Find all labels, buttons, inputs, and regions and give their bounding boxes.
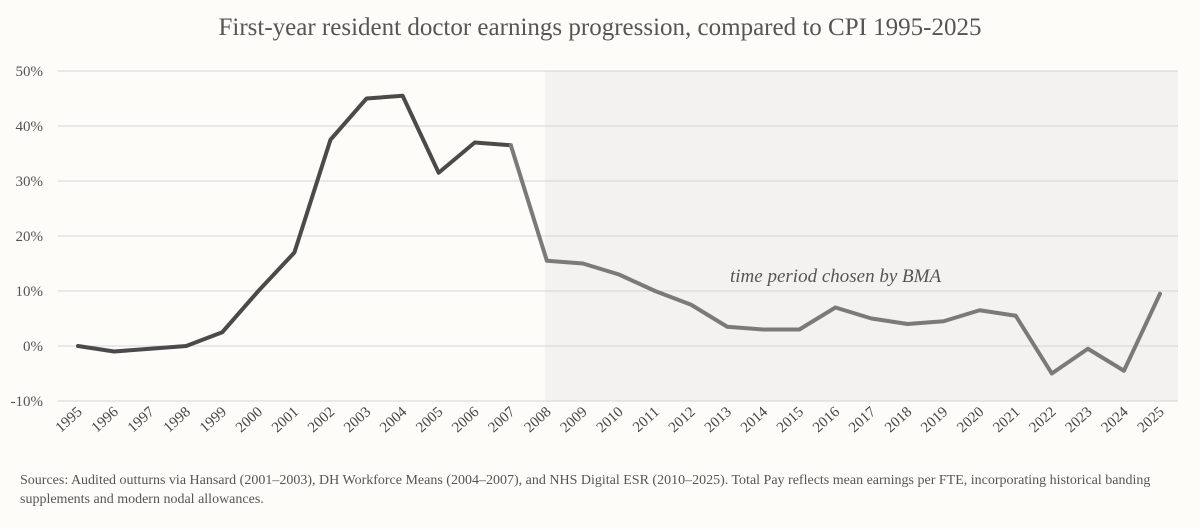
x-tick-label: 2022 <box>1026 404 1059 436</box>
x-tick-label: 2004 <box>377 404 410 436</box>
x-tick-label: 2007 <box>485 404 518 436</box>
x-tick-label: 2009 <box>558 404 591 436</box>
x-tick-label: 2010 <box>594 404 627 436</box>
x-tick-label: 2008 <box>522 404 555 436</box>
y-tick-label: 30% <box>16 174 44 190</box>
x-tick-label: 2018 <box>882 404 915 436</box>
bma-period-annotation: time period chosen by BMA <box>730 266 941 287</box>
x-tick-label: 2011 <box>630 404 663 436</box>
x-tick-label: 2021 <box>990 404 1023 436</box>
x-tick-label: 2012 <box>666 404 699 436</box>
series-line-bma-period <box>508 143 1162 376</box>
sources-footnote: Sources: Audited outturns via Hansard (2… <box>20 473 1151 507</box>
series-line-early <box>76 93 513 354</box>
y-tick-label: 50% <box>16 64 44 80</box>
x-tick-label: 1996 <box>89 404 122 436</box>
x-tick-label: 2019 <box>918 404 951 436</box>
x-tick-label: 2017 <box>846 404 879 436</box>
y-tick-label: -10% <box>11 394 44 410</box>
x-tick-label: 1995 <box>53 404 86 436</box>
x-tick-label: 2006 <box>449 404 482 436</box>
x-tick-label: 1999 <box>197 404 230 436</box>
x-tick-label: 2015 <box>774 404 807 436</box>
y-tick-label: 40% <box>16 119 44 135</box>
x-tick-label: 2013 <box>702 404 735 436</box>
x-tick-label: 2023 <box>1063 404 1096 436</box>
x-tick-label: 2002 <box>305 404 338 436</box>
y-tick-label: 10% <box>16 284 44 300</box>
x-tick-label: 2005 <box>413 404 446 436</box>
x-tick-label: 2003 <box>341 404 374 436</box>
x-tick-label: 2001 <box>269 404 302 436</box>
x-tick-label: 2016 <box>810 404 843 436</box>
y-tick-label: 0% <box>23 339 43 355</box>
x-tick-label: 2014 <box>738 404 771 436</box>
x-tick-label: 1998 <box>161 404 194 436</box>
x-tick-label: 2020 <box>954 404 987 436</box>
chart-title: First-year resident doctor earnings prog… <box>218 14 982 41</box>
y-tick-label: 20% <box>16 229 44 245</box>
x-tick-label: 1997 <box>125 404 158 436</box>
x-tick-label: 2025 <box>1135 404 1168 436</box>
x-tick-label: 2000 <box>233 404 266 436</box>
x-tick-label: 2024 <box>1099 404 1132 436</box>
